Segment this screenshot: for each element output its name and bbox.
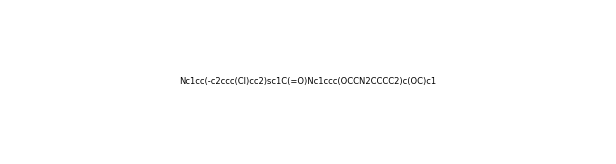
Text: Nc1cc(-c2ccc(Cl)cc2)sc1C(=O)Nc1ccc(OCCN2CCCC2)c(OC)c1: Nc1cc(-c2ccc(Cl)cc2)sc1C(=O)Nc1ccc(OCCN2… — [179, 78, 437, 86]
